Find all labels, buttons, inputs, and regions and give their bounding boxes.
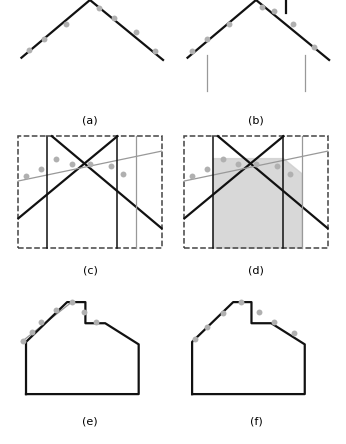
- Point: [192, 336, 198, 343]
- Point: [93, 318, 99, 325]
- Point: [20, 337, 26, 344]
- Point: [109, 163, 114, 170]
- Point: [87, 160, 93, 167]
- Point: [189, 48, 195, 55]
- Point: [272, 318, 277, 325]
- Point: [291, 329, 297, 337]
- Point: [204, 165, 210, 172]
- Point: [287, 170, 292, 177]
- Point: [42, 36, 47, 43]
- Polygon shape: [213, 159, 302, 248]
- Point: [290, 21, 295, 28]
- Text: (c): (c): [83, 266, 97, 276]
- Text: (b): (b): [248, 115, 264, 126]
- Point: [189, 172, 195, 179]
- Point: [54, 306, 59, 313]
- Point: [111, 14, 117, 21]
- Point: [26, 47, 32, 54]
- Point: [38, 165, 44, 172]
- Point: [256, 309, 262, 316]
- Text: (d): (d): [248, 266, 264, 276]
- Text: (f): (f): [250, 416, 262, 427]
- Point: [238, 298, 244, 305]
- Point: [121, 170, 126, 177]
- Point: [204, 323, 210, 330]
- Point: [69, 298, 74, 305]
- Point: [133, 28, 138, 36]
- Point: [260, 3, 265, 10]
- Point: [275, 163, 280, 170]
- Point: [153, 48, 158, 55]
- Point: [235, 160, 240, 167]
- Point: [220, 155, 225, 162]
- Point: [272, 8, 277, 15]
- Point: [253, 160, 259, 167]
- Point: [311, 43, 317, 50]
- Point: [81, 309, 86, 316]
- Point: [96, 4, 102, 12]
- Text: (a): (a): [82, 115, 98, 126]
- Point: [54, 155, 59, 162]
- Point: [23, 172, 29, 179]
- Point: [69, 160, 74, 167]
- Point: [29, 329, 35, 336]
- Point: [204, 36, 210, 43]
- Point: [63, 21, 69, 28]
- Point: [38, 318, 44, 325]
- Text: (e): (e): [82, 416, 98, 427]
- Point: [220, 310, 225, 317]
- Point: [226, 21, 231, 28]
